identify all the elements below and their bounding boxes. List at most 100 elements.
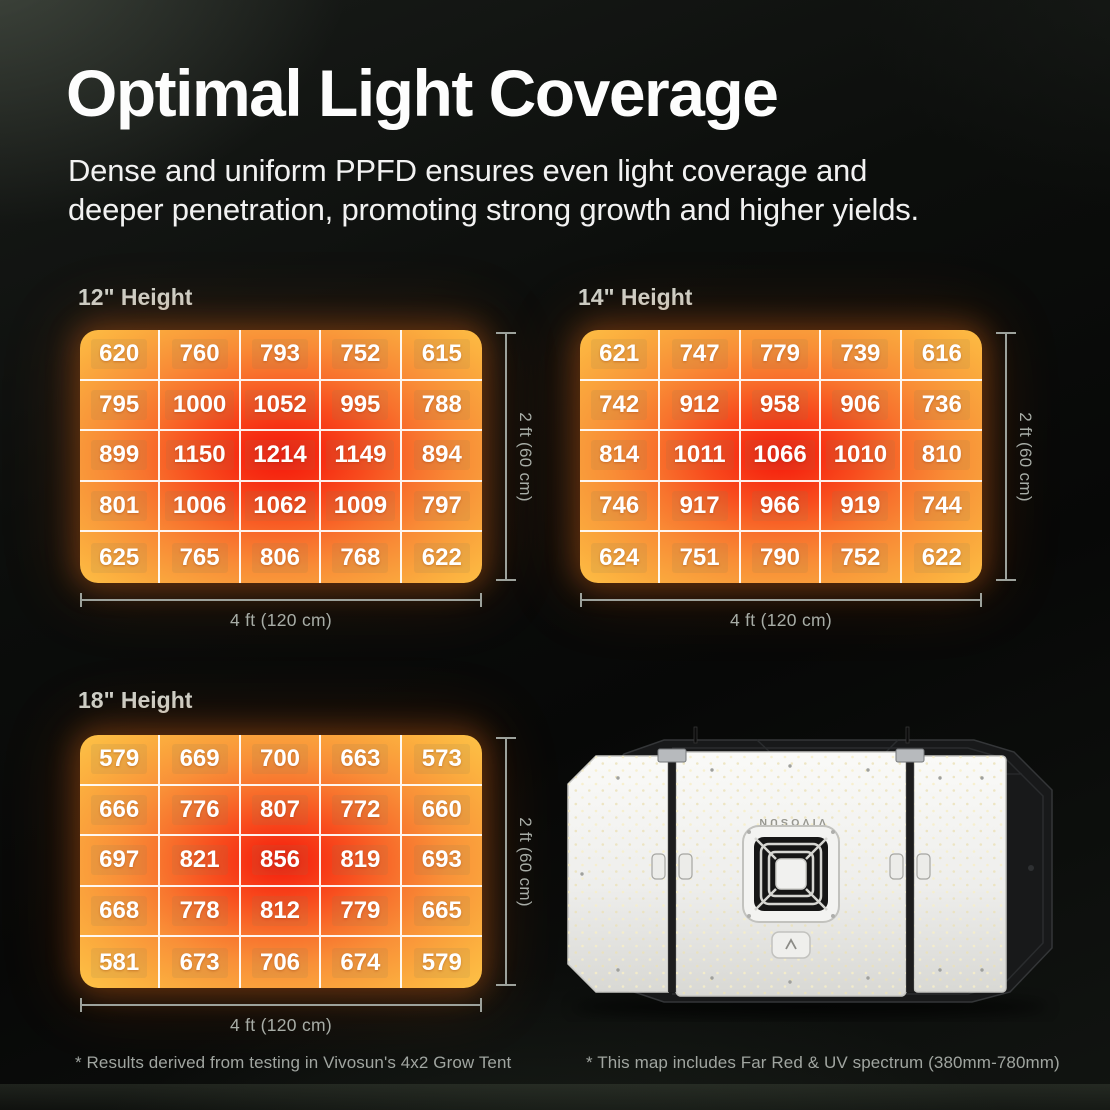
ppfd-cell: 788 — [401, 381, 482, 432]
ppfd-value: 807 — [251, 794, 309, 825]
panel-seam — [906, 756, 914, 992]
ppfd-cell: 663 — [321, 735, 402, 786]
ppfd-value: 621 — [591, 339, 648, 370]
ppfd-cell: 622 — [902, 532, 982, 583]
width-dimension-12in: 4 ft (120 cm) — [80, 593, 482, 631]
ppfd-value: 788 — [413, 389, 470, 420]
height-dimension-14in: 2 ft (60 cm) — [996, 332, 1035, 581]
ppfd-value: 917 — [671, 491, 728, 522]
width-dimension-label: 4 ft (120 cm) — [729, 610, 833, 630]
ppfd-cell: 793 — [240, 330, 322, 381]
logo-mark-icon — [785, 938, 797, 950]
ppfd-value: 622 — [913, 542, 970, 573]
fan-hub — [775, 858, 807, 890]
ppfd-value: 666 — [91, 794, 148, 825]
ppfd-cell: 620 — [80, 330, 161, 381]
ppfd-value: 581 — [91, 947, 148, 978]
hinges — [651, 748, 931, 880]
ppfd-cell: 856 — [240, 836, 322, 887]
ppfd-value: 1006 — [164, 491, 235, 522]
ppfd-value: 1214 — [245, 440, 315, 471]
ppfd-cell: 579 — [402, 937, 482, 988]
ppfd-cell: 615 — [401, 330, 482, 381]
ppfd-value: 1052 — [245, 389, 315, 420]
ppfd-cell: 1150 — [160, 431, 241, 482]
ppfd-cell: 747 — [660, 330, 741, 381]
ppfd-cell: 693 — [401, 836, 482, 887]
ppfd-value: 700 — [251, 744, 309, 775]
width-dimension-label: 4 ft (120 cm) — [229, 610, 333, 630]
ppfd-cell: 906 — [821, 380, 902, 432]
ppfd-value: 806 — [251, 542, 309, 573]
screws — [580, 764, 984, 984]
ppfd-value: 669 — [171, 744, 228, 775]
led-panels — [567, 751, 1007, 997]
dimension-line — [80, 998, 482, 1012]
ppfd-value: 624 — [591, 542, 648, 573]
ppfd-cell: 752 — [821, 532, 902, 583]
ppfd-value: 744 — [913, 491, 970, 522]
ppfd-cell: 1062 — [240, 481, 322, 533]
ppfd-cell: 666 — [80, 785, 161, 837]
ppfd-value: 573 — [413, 744, 470, 775]
ppfd-cell: 736 — [901, 381, 982, 432]
ppfd-heatmap-14in: 621 747 779 739 616 742 912 958 906 736 814 1011 106… — [580, 330, 982, 583]
width-dimension-label: 4 ft (120 cm) — [229, 1015, 333, 1035]
ppfd-value: 772 — [332, 794, 389, 825]
ppfd-cell: 966 — [740, 481, 822, 533]
page-subtitle: Dense and uniform PPFD ensures even ligh… — [68, 151, 919, 229]
ppfd-value: 579 — [413, 947, 470, 978]
width-dimension-18in: 4 ft (120 cm) — [80, 998, 482, 1036]
ppfd-value: 1149 — [326, 440, 395, 471]
ppfd-value: 790 — [751, 542, 809, 573]
ppfd-value: 906 — [832, 389, 889, 420]
ppfd-value: 674 — [332, 947, 389, 978]
ppfd-value: 819 — [332, 845, 389, 876]
ppfd-value: 995 — [332, 389, 389, 420]
dimension-line — [580, 593, 982, 607]
ppfd-value: 747 — [671, 339, 728, 370]
ppfd-value: 1066 — [745, 440, 815, 471]
ppfd-cell: 797 — [401, 482, 482, 533]
panel-seam — [668, 756, 676, 992]
ppfd-value: 966 — [751, 491, 809, 522]
ppfd-cell: 706 — [241, 937, 322, 988]
ppfd-cell: 668 — [80, 886, 161, 938]
subtitle-line-1: Dense and uniform PPFD ensures even ligh… — [68, 153, 868, 188]
logo-button — [771, 931, 811, 959]
ppfd-cell: 1010 — [821, 431, 902, 482]
floor-glow — [0, 1084, 1110, 1110]
ppfd-cell: 742 — [580, 380, 661, 432]
ppfd-value: 1150 — [165, 440, 234, 471]
ppfd-value: 746 — [591, 491, 648, 522]
ppfd-cell: 751 — [660, 532, 741, 583]
ppfd-value: 856 — [251, 845, 309, 876]
ppfd-cell: 807 — [240, 785, 322, 837]
ppfd-value: 812 — [251, 896, 309, 927]
ppfd-value: 810 — [913, 440, 970, 471]
ppfd-value: 795 — [91, 389, 148, 420]
chart-title-14in: 14" Height — [578, 284, 693, 310]
ppfd-value: 768 — [332, 542, 389, 573]
ppfd-value: 765 — [171, 542, 228, 573]
ppfd-cell: 790 — [741, 532, 822, 583]
ppfd-cell: 772 — [321, 785, 402, 837]
ppfd-cell: 819 — [321, 836, 402, 887]
ppfd-cell: 579 — [80, 735, 161, 786]
ppfd-value: 739 — [832, 339, 889, 370]
ppfd-cell: 995 — [321, 380, 402, 432]
ppfd-value: 801 — [91, 491, 148, 522]
ppfd-value: 665 — [413, 896, 470, 927]
ppfd-value: 673 — [171, 947, 228, 978]
hanger-pin — [905, 726, 910, 744]
ppfd-cell: 795 — [80, 380, 161, 432]
ppfd-value: 668 — [91, 896, 148, 927]
height-dimension-label: 2 ft (60 cm) — [1016, 411, 1035, 502]
ppfd-value: 579 — [91, 744, 148, 775]
height-dimension-label: 2 ft (60 cm) — [516, 411, 535, 502]
ppfd-cell: 778 — [160, 886, 241, 938]
ppfd-cell: 779 — [321, 886, 402, 938]
ppfd-value: 751 — [671, 542, 728, 573]
ppfd-cell: 573 — [401, 735, 482, 786]
